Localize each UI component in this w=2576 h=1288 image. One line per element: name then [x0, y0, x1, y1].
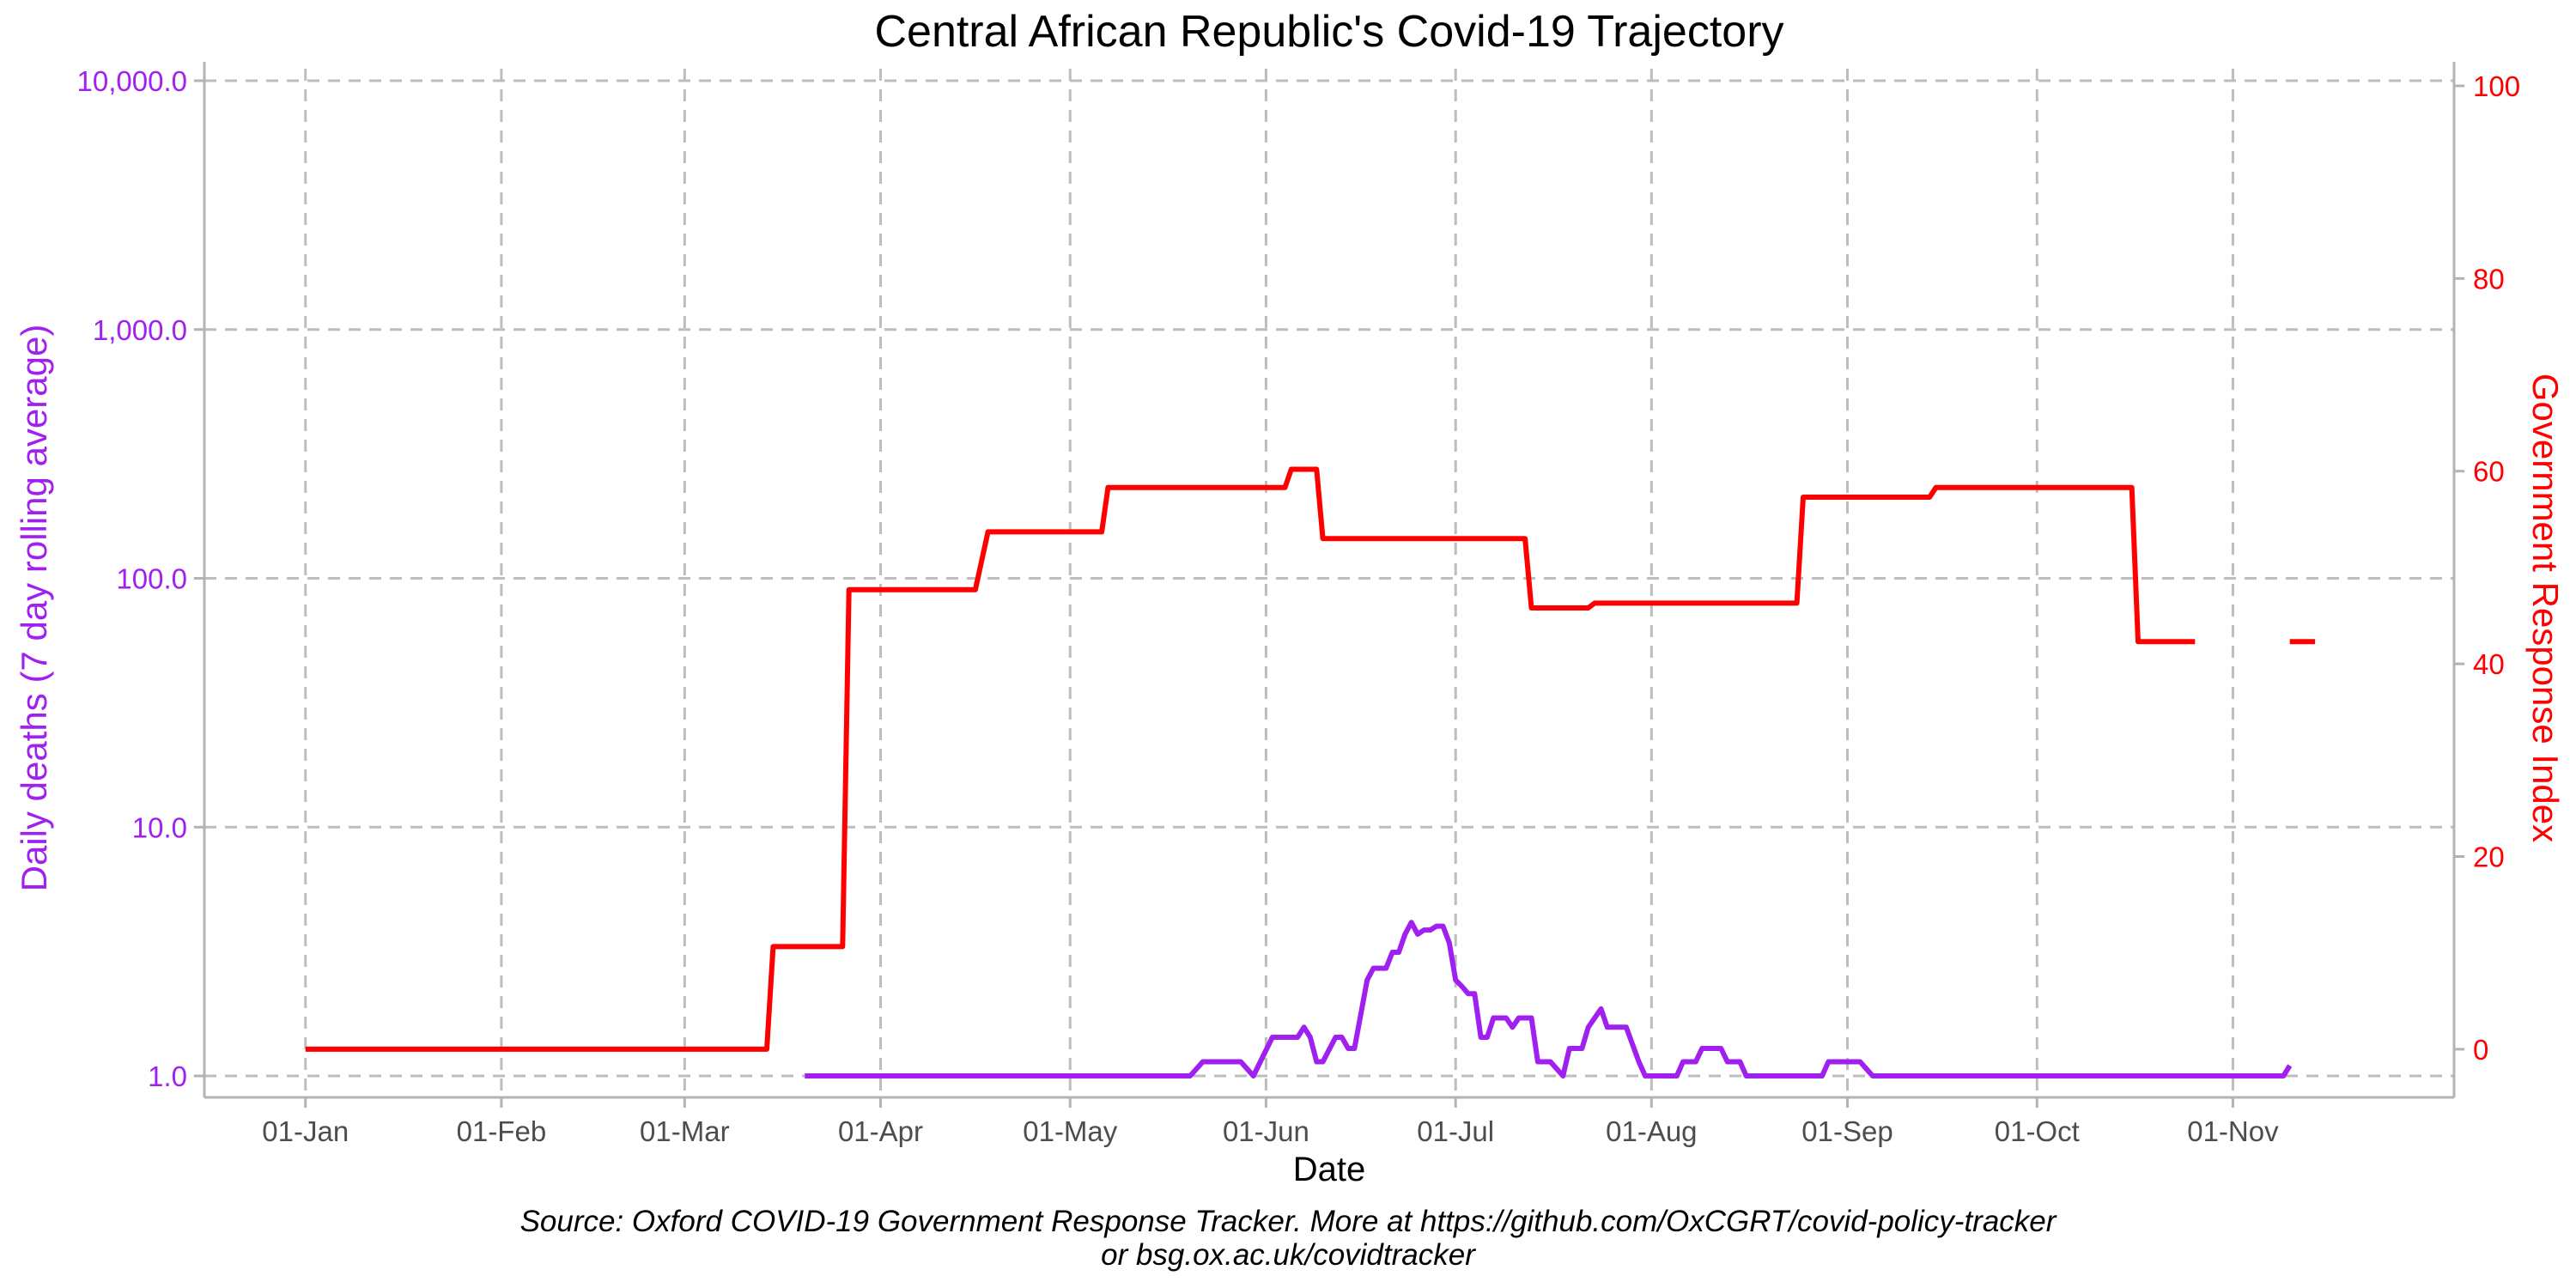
x-axis-label: Date: [1293, 1151, 1366, 1188]
y-right-tick-label: 40: [2473, 648, 2505, 680]
x-tick-label: 01-May: [1023, 1115, 1118, 1147]
series-lines: [305, 466, 2316, 1078]
caption-line-1: Source: Oxford COVID-19 Government Respo…: [519, 1205, 2057, 1238]
y-left-tick-label: 1.0: [148, 1060, 187, 1092]
x-tick-label: 01-Feb: [457, 1115, 547, 1147]
x-tick-label: 01-Mar: [640, 1115, 730, 1147]
x-tick-label: 01-Oct: [1995, 1115, 2080, 1147]
series-line-daily-deaths: [805, 920, 2293, 1078]
y-right-tick-label: 100: [2473, 70, 2520, 102]
x-tick-label: 01-Jan: [262, 1115, 349, 1147]
y-left-tick-label: 10.0: [132, 811, 187, 843]
x-tick-label: 01-Sep: [1801, 1115, 1893, 1147]
grid-lines: [204, 69, 2454, 1097]
y-right-tick-label: 80: [2473, 263, 2505, 295]
caption-line-2: or bsg.ox.ac.uk/covidtracker: [1101, 1238, 1475, 1272]
axes: [194, 62, 2464, 1108]
x-tick-label: 01-Jun: [1223, 1115, 1309, 1147]
y-left-tick-label: 100.0: [116, 563, 187, 595]
y-right-tick-label: 0: [2473, 1034, 2488, 1066]
y-axis-label-left: Daily deaths (7 day rolling average): [14, 325, 54, 892]
y-right-tick-label: 60: [2473, 456, 2505, 488]
series-line-government-response-index: [305, 466, 2316, 1052]
x-tick-label: 01-Nov: [2187, 1115, 2279, 1147]
chart-title: Central African Republic's Covid-19 Traj…: [874, 7, 1783, 57]
source-caption: Source: Oxford COVID-19 Government Respo…: [0, 1205, 2576, 1272]
y-right-tick-label: 20: [2473, 841, 2505, 873]
y-axis-label-right: Government Response Index: [2525, 374, 2566, 842]
y-left-tick-label: 10,000.0: [77, 65, 187, 97]
x-tick-label: 01-Jul: [1417, 1115, 1494, 1147]
y-left-tick-label: 1,000.0: [93, 314, 187, 346]
x-tick-label: 01-Apr: [838, 1115, 923, 1147]
x-tick-label: 01-Aug: [1606, 1115, 1697, 1147]
tick-labels: 01-Jan 01-Feb 01-Mar 01-Apr 01-May 01-Jun 01-J…: [77, 65, 2521, 1147]
